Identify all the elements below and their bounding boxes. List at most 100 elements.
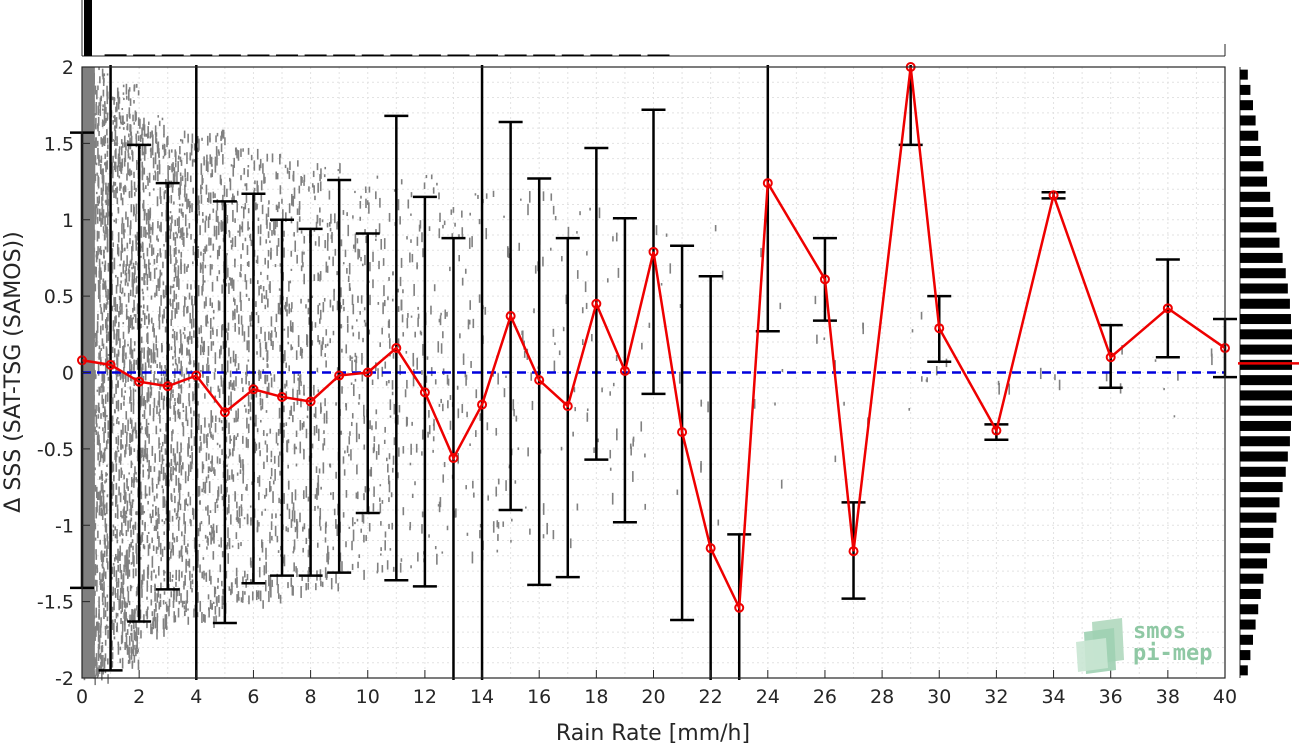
scatter-point bbox=[128, 443, 131, 450]
logo-line1: smos bbox=[1133, 619, 1186, 644]
scatter-point bbox=[175, 512, 178, 517]
scatter-point bbox=[115, 369, 118, 381]
scatter-point bbox=[85, 91, 87, 98]
scatter-point bbox=[222, 588, 224, 595]
scatter-point bbox=[270, 458, 273, 463]
scatter-point bbox=[130, 361, 132, 365]
scatter-point bbox=[101, 509, 104, 520]
scatter-point bbox=[120, 139, 123, 145]
scatter-point bbox=[150, 226, 152, 231]
scatter-point bbox=[318, 236, 320, 247]
scatter-point bbox=[119, 115, 122, 124]
scatter-point bbox=[129, 124, 131, 133]
scatter-point bbox=[159, 414, 161, 424]
scatter-point bbox=[221, 580, 223, 587]
scatter-point bbox=[115, 333, 118, 346]
scatter-point bbox=[84, 626, 87, 634]
scatter-point bbox=[142, 291, 144, 295]
scatter-point bbox=[133, 448, 136, 452]
scatter-point bbox=[103, 264, 106, 272]
scatter-point bbox=[369, 294, 371, 306]
scatter-point bbox=[92, 549, 95, 559]
scatter-point bbox=[240, 300, 242, 312]
scatter-point bbox=[400, 558, 403, 562]
scatter-point bbox=[255, 590, 258, 601]
scatter-point bbox=[330, 492, 332, 496]
scatter-point bbox=[329, 227, 332, 232]
scatter-point bbox=[210, 156, 213, 167]
scatter-point bbox=[296, 254, 298, 264]
scatter-point bbox=[115, 218, 117, 224]
scatter-point bbox=[143, 545, 146, 550]
scatter-point bbox=[169, 245, 172, 257]
scatter-point bbox=[97, 208, 99, 215]
scatter-point bbox=[115, 383, 117, 394]
scatter-point bbox=[96, 253, 99, 260]
scatter-point bbox=[99, 97, 102, 107]
scatter-point bbox=[114, 302, 117, 312]
scatter-point bbox=[163, 395, 166, 401]
scatter-point bbox=[103, 139, 106, 147]
scatter-point bbox=[285, 380, 288, 387]
scatter-point bbox=[124, 383, 126, 388]
scatter-point bbox=[260, 194, 263, 202]
scatter-point bbox=[97, 116, 100, 126]
scatter-point bbox=[84, 569, 86, 573]
scatter-point bbox=[140, 255, 142, 258]
scatter-point bbox=[103, 490, 106, 493]
scatter-point bbox=[123, 564, 125, 573]
scatter-point bbox=[130, 378, 133, 382]
scatter-point bbox=[132, 317, 134, 320]
scatter-point bbox=[290, 405, 293, 416]
scatter-point bbox=[150, 295, 153, 300]
scatter-point bbox=[250, 154, 253, 161]
scatter-point bbox=[179, 484, 182, 490]
scatter-point bbox=[85, 590, 88, 597]
scatter-point bbox=[165, 423, 167, 432]
scatter-point bbox=[206, 314, 209, 324]
scatter-point bbox=[259, 397, 262, 406]
scatter-point bbox=[82, 669, 85, 673]
scatter-point bbox=[227, 395, 230, 406]
scatter-point bbox=[327, 551, 330, 560]
scatter-point bbox=[104, 134, 107, 144]
scatter-point bbox=[410, 192, 413, 198]
scatter-point bbox=[296, 389, 299, 396]
scatter-point bbox=[148, 433, 150, 444]
scatter-point bbox=[184, 177, 187, 187]
scatter-point bbox=[85, 465, 88, 469]
scatter-point bbox=[121, 552, 123, 556]
scatter-point bbox=[277, 238, 280, 247]
right-histogram-bar bbox=[1240, 482, 1283, 493]
scatter-point bbox=[104, 103, 106, 111]
scatter-point bbox=[153, 328, 155, 338]
scatter-point bbox=[96, 196, 99, 204]
scatter-point bbox=[104, 571, 107, 580]
scatter-point bbox=[187, 608, 189, 611]
scatter-point bbox=[430, 174, 433, 180]
scatter-point bbox=[102, 452, 105, 464]
scatter-point bbox=[104, 596, 107, 608]
scatter-point bbox=[153, 268, 156, 279]
scatter-point bbox=[149, 135, 152, 139]
scatter-point bbox=[128, 269, 131, 278]
scatter-point bbox=[123, 97, 125, 101]
scatter-point bbox=[128, 263, 131, 269]
scatter-point bbox=[172, 429, 174, 434]
scatter-point bbox=[345, 344, 348, 354]
scatter-point bbox=[283, 554, 286, 567]
scatter-point bbox=[333, 288, 335, 293]
scatter-point bbox=[105, 624, 108, 629]
right-histogram-bar bbox=[1240, 497, 1280, 508]
scatter-point bbox=[416, 265, 418, 268]
scatter-point bbox=[305, 428, 308, 439]
scatter-point bbox=[452, 207, 455, 213]
scatter-point bbox=[242, 148, 244, 152]
scatter-point bbox=[245, 408, 247, 413]
scatter-point bbox=[111, 640, 113, 647]
scatter-point bbox=[376, 175, 379, 179]
scatter-point bbox=[113, 393, 116, 398]
scatter-point bbox=[492, 190, 495, 198]
scatter-point bbox=[200, 251, 202, 256]
scatter-point bbox=[161, 314, 164, 324]
